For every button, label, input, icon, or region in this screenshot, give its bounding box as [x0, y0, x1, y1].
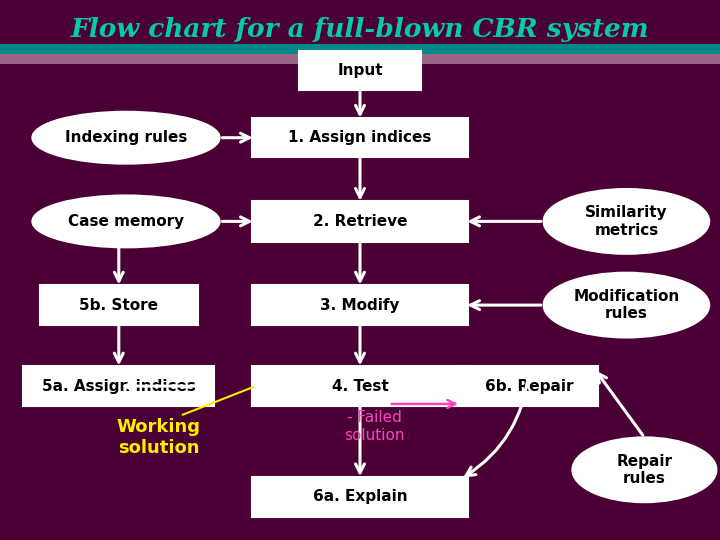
Text: - Failed
solution: - Failed solution [344, 410, 405, 443]
Text: Repair
rules: Repair rules [616, 454, 672, 486]
Text: Case memory: Case memory [68, 214, 184, 229]
Text: 5a. Assign indices: 5a. Assign indices [42, 379, 196, 394]
Ellipse shape [544, 273, 709, 338]
FancyBboxPatch shape [252, 118, 468, 157]
Text: 2. Retrieve: 2. Retrieve [312, 214, 408, 229]
Text: 3. Modify: 3. Modify [320, 298, 400, 313]
Text: 5b. Store: 5b. Store [79, 298, 158, 313]
Text: Modification
rules: Modification rules [573, 289, 680, 321]
FancyBboxPatch shape [0, 54, 720, 64]
Text: Indexing rules: Indexing rules [65, 130, 187, 145]
Ellipse shape [32, 112, 220, 164]
Ellipse shape [544, 189, 709, 254]
Text: Input: Input [337, 63, 383, 78]
FancyBboxPatch shape [252, 477, 468, 517]
Text: 6b. Repair: 6b. Repair [485, 379, 573, 394]
Ellipse shape [32, 195, 220, 247]
FancyBboxPatch shape [252, 366, 468, 407]
FancyBboxPatch shape [252, 201, 468, 241]
Text: 4. Test: 4. Test [332, 379, 388, 394]
Text: 6a. Explain: 6a. Explain [312, 489, 408, 504]
Text: Flow chart for a full-blown CBR system: Flow chart for a full-blown CBR system [71, 17, 649, 42]
Text: Working
solution: Working solution [117, 418, 200, 457]
FancyBboxPatch shape [461, 366, 598, 407]
FancyBboxPatch shape [252, 285, 468, 325]
Text: Similarity
metrics: Similarity metrics [585, 205, 667, 238]
FancyBboxPatch shape [24, 366, 215, 407]
FancyBboxPatch shape [299, 51, 421, 90]
Ellipse shape [572, 437, 716, 502]
FancyBboxPatch shape [40, 285, 198, 325]
FancyBboxPatch shape [0, 44, 720, 54]
Text: 1. Assign indices: 1. Assign indices [288, 130, 432, 145]
